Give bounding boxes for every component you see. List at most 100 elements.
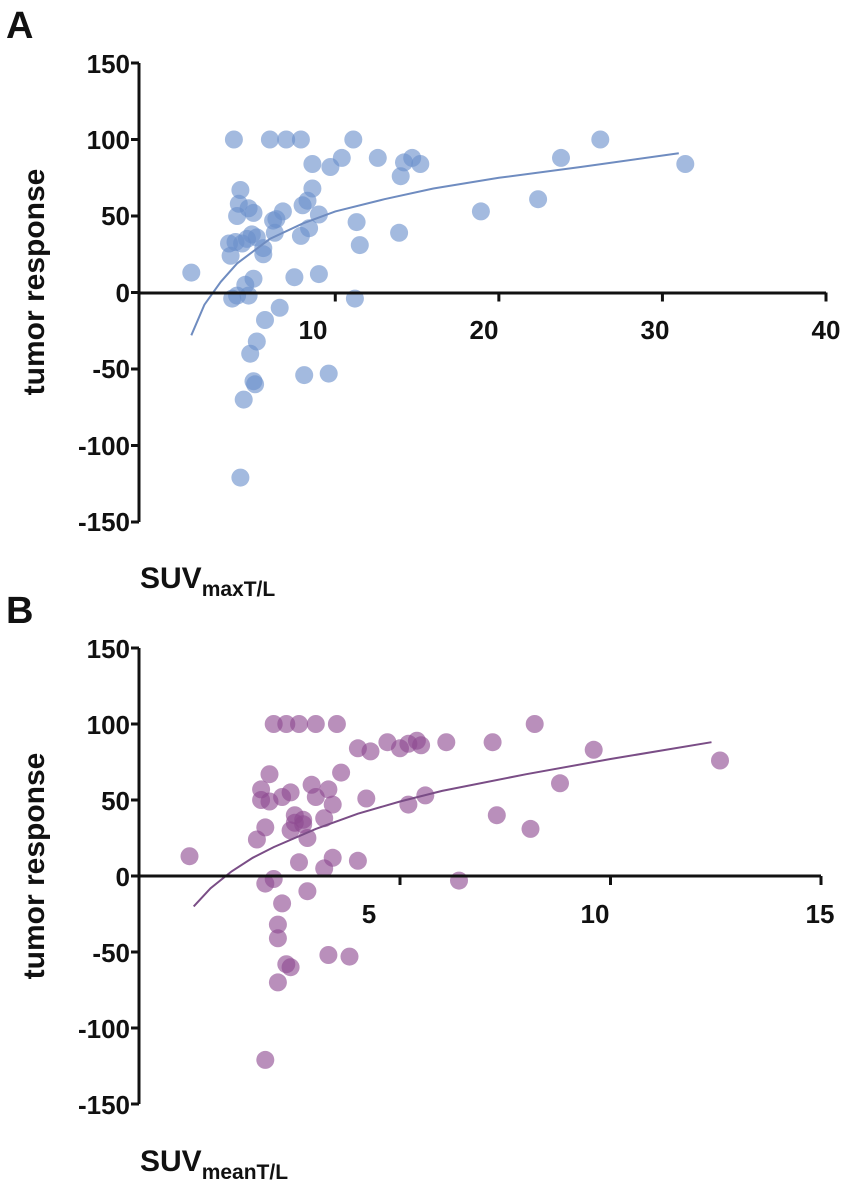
fit-curve-a bbox=[190, 152, 679, 336]
panel-label-b: B bbox=[6, 590, 33, 632]
data-point bbox=[260, 130, 279, 149]
x-tick-label: 15 bbox=[806, 899, 835, 929]
x-axis-title-a: SUVmaxT/L bbox=[140, 562, 275, 601]
data-point bbox=[309, 265, 328, 284]
x-axis-title-main: SUV bbox=[140, 1145, 202, 1178]
data-point bbox=[711, 751, 729, 770]
data-point bbox=[180, 847, 199, 866]
data-point bbox=[350, 236, 369, 255]
data-point bbox=[277, 130, 296, 149]
data-point bbox=[234, 390, 253, 409]
data-point bbox=[268, 915, 287, 934]
x-tick-label: 10 bbox=[299, 315, 328, 345]
data-point bbox=[390, 223, 409, 242]
y-tick-label: 100 bbox=[87, 125, 130, 155]
y-ticks-a bbox=[131, 61, 139, 524]
data-point bbox=[281, 958, 300, 977]
x-axis-title-main: SUV bbox=[140, 562, 202, 595]
x-tick-labels-b: 5 10 15 bbox=[362, 899, 835, 929]
x-tick-label: 20 bbox=[470, 315, 499, 345]
data-point bbox=[487, 806, 506, 825]
data-point bbox=[182, 263, 201, 282]
data-point bbox=[303, 155, 322, 173]
data-point bbox=[676, 155, 695, 173]
fit-curve-b bbox=[192, 741, 712, 908]
data-point bbox=[244, 203, 263, 222]
fit-curve-line bbox=[190, 152, 679, 336]
data-point bbox=[347, 213, 366, 232]
y-axis-title-b: tumor response bbox=[18, 753, 51, 980]
data-point bbox=[391, 167, 410, 186]
fit-curve-line bbox=[192, 741, 712, 908]
y-tick-label: 150 bbox=[87, 49, 130, 79]
y-tick-label: 0 bbox=[116, 278, 130, 308]
data-point bbox=[268, 929, 287, 948]
data-point bbox=[411, 155, 430, 173]
data-point bbox=[285, 268, 304, 287]
data-point bbox=[264, 715, 283, 733]
data-point bbox=[344, 130, 363, 149]
y-tick-label: -150 bbox=[78, 1090, 130, 1120]
y-tick-label: -100 bbox=[78, 1014, 130, 1044]
data-point bbox=[471, 202, 490, 221]
data-point bbox=[319, 364, 338, 383]
y-tick-label: 0 bbox=[116, 862, 130, 892]
data-point bbox=[361, 742, 380, 761]
data-point bbox=[357, 789, 376, 808]
data-point bbox=[295, 366, 314, 385]
x-tick-label: 5 bbox=[362, 899, 376, 929]
x-tick-labels-a: 10 20 30 40 bbox=[299, 315, 841, 345]
y-tick-label: -50 bbox=[92, 938, 130, 968]
data-point bbox=[450, 871, 468, 890]
data-point bbox=[552, 148, 570, 167]
panel-a: A tumor response 150 100 50 0 -50 -100 -… bbox=[6, 5, 840, 601]
x-tick-label: 30 bbox=[641, 315, 670, 345]
data-point bbox=[239, 286, 258, 305]
data-point bbox=[584, 740, 603, 759]
data-point bbox=[348, 851, 367, 870]
data-points-b bbox=[180, 715, 729, 1069]
data-point bbox=[332, 763, 351, 782]
y-tick-label: -150 bbox=[78, 507, 130, 537]
data-point bbox=[368, 148, 387, 167]
panel-b: B tumor response 150 100 50 0 -50 -100 -… bbox=[6, 590, 834, 1184]
y-tick-label: 50 bbox=[101, 201, 130, 231]
data-point bbox=[254, 239, 273, 258]
y-tick-label: -100 bbox=[78, 431, 130, 461]
data-point bbox=[306, 715, 325, 733]
y-tick-label: -50 bbox=[92, 354, 130, 384]
data-point bbox=[256, 874, 275, 893]
data-point bbox=[290, 853, 308, 872]
data-point bbox=[332, 148, 351, 167]
y-axis-title-a: tumor response bbox=[18, 169, 51, 396]
data-point bbox=[256, 311, 274, 329]
data-point bbox=[247, 332, 266, 351]
data-point bbox=[303, 179, 322, 198]
data-point bbox=[246, 375, 265, 394]
y-tick-label: 100 bbox=[87, 710, 130, 740]
data-point bbox=[221, 246, 240, 265]
data-point bbox=[319, 946, 338, 964]
data-point bbox=[270, 298, 289, 317]
data-point bbox=[483, 733, 502, 752]
data-point bbox=[412, 736, 431, 755]
data-point bbox=[224, 130, 243, 149]
x-axis-title-subscript: meanT/L bbox=[202, 1161, 289, 1184]
data-point bbox=[256, 818, 275, 837]
data-point bbox=[298, 882, 317, 901]
data-point bbox=[437, 733, 456, 752]
axes-a bbox=[137, 63, 826, 522]
data-point bbox=[290, 715, 308, 733]
data-points-a bbox=[182, 130, 695, 487]
data-point bbox=[231, 181, 250, 199]
data-point bbox=[315, 809, 334, 828]
data-point bbox=[265, 223, 284, 242]
data-point bbox=[273, 202, 292, 221]
data-point bbox=[323, 795, 342, 814]
data-point bbox=[551, 774, 569, 793]
data-point bbox=[340, 947, 359, 966]
data-point bbox=[591, 130, 610, 149]
data-point bbox=[525, 715, 544, 733]
data-point bbox=[273, 894, 292, 913]
